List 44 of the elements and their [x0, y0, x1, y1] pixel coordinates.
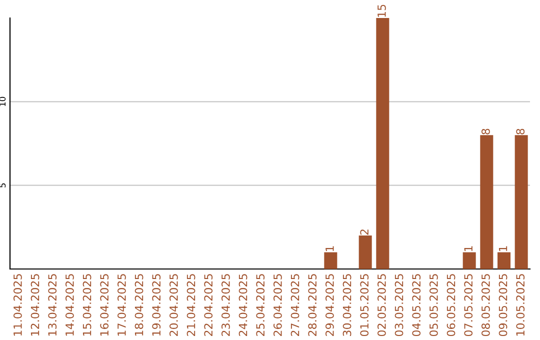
data-label: 8: [481, 128, 490, 134]
bar: [514, 135, 528, 269]
x-tick-label: 25.04.2025: [256, 274, 265, 336]
x-tick-label: 12.04.2025: [30, 274, 40, 336]
x-tick-label: 15.04.2025: [82, 274, 92, 336]
bar: [324, 252, 338, 269]
x-tick-label: 09.05.2025: [498, 274, 508, 336]
x-tick-label: 26.04.2025: [273, 274, 282, 336]
x-tick-label: 17.04.2025: [117, 274, 126, 336]
x-tick-label: 16.04.2025: [100, 274, 109, 336]
x-tick-label: 18.04.2025: [134, 274, 144, 336]
x-tick-label: 23.04.2025: [221, 274, 230, 336]
data-label: 1: [326, 246, 334, 252]
data-label: 2: [360, 230, 368, 235]
x-tick-label: 14.04.2025: [65, 274, 74, 336]
x-tick-label: 08.05.2025: [481, 274, 490, 336]
x-tick-label: 22.04.2025: [204, 274, 213, 336]
x-tick-label: 07.05.2025: [464, 274, 473, 336]
x-tick-label: 06.05.2025: [446, 274, 456, 336]
x-tick-label: 03.05.2025: [394, 274, 404, 336]
x-tick-label: 29.04.2025: [325, 274, 334, 336]
data-label: 1: [498, 246, 508, 252]
x-tick-label: 30.04.2025: [342, 274, 352, 336]
bar: [480, 135, 494, 269]
bar: [498, 252, 510, 269]
x-tick-label: 01.05.2025: [360, 274, 369, 336]
bar: [462, 252, 476, 269]
data-label: 1: [464, 246, 472, 252]
x-tick-label: 04.05.2025: [412, 274, 421, 336]
x-tick-label: 27.04.2025: [290, 274, 300, 336]
data-label: 15: [378, 4, 386, 17]
x-tick-label: 02.05.2025: [377, 274, 386, 336]
x-tick-label: 20.04.2025: [169, 274, 178, 336]
x-tick-label: 24.04.2025: [238, 274, 248, 336]
x-tick-label: 10.05.2025: [516, 274, 525, 336]
data-label: 8: [516, 128, 525, 134]
x-tick-label: 11.04.2025: [13, 274, 22, 336]
x-tick-label: 21.04.2025: [186, 274, 196, 336]
x-tick-label: 28.04.2025: [308, 274, 317, 336]
bar: [376, 18, 390, 269]
x-tick-label: 19.04.2025: [152, 274, 161, 336]
x-tick-label: 13.04.2025: [48, 274, 57, 336]
bar: [358, 236, 372, 269]
x-tick-label: 05.05.2025: [429, 274, 438, 336]
